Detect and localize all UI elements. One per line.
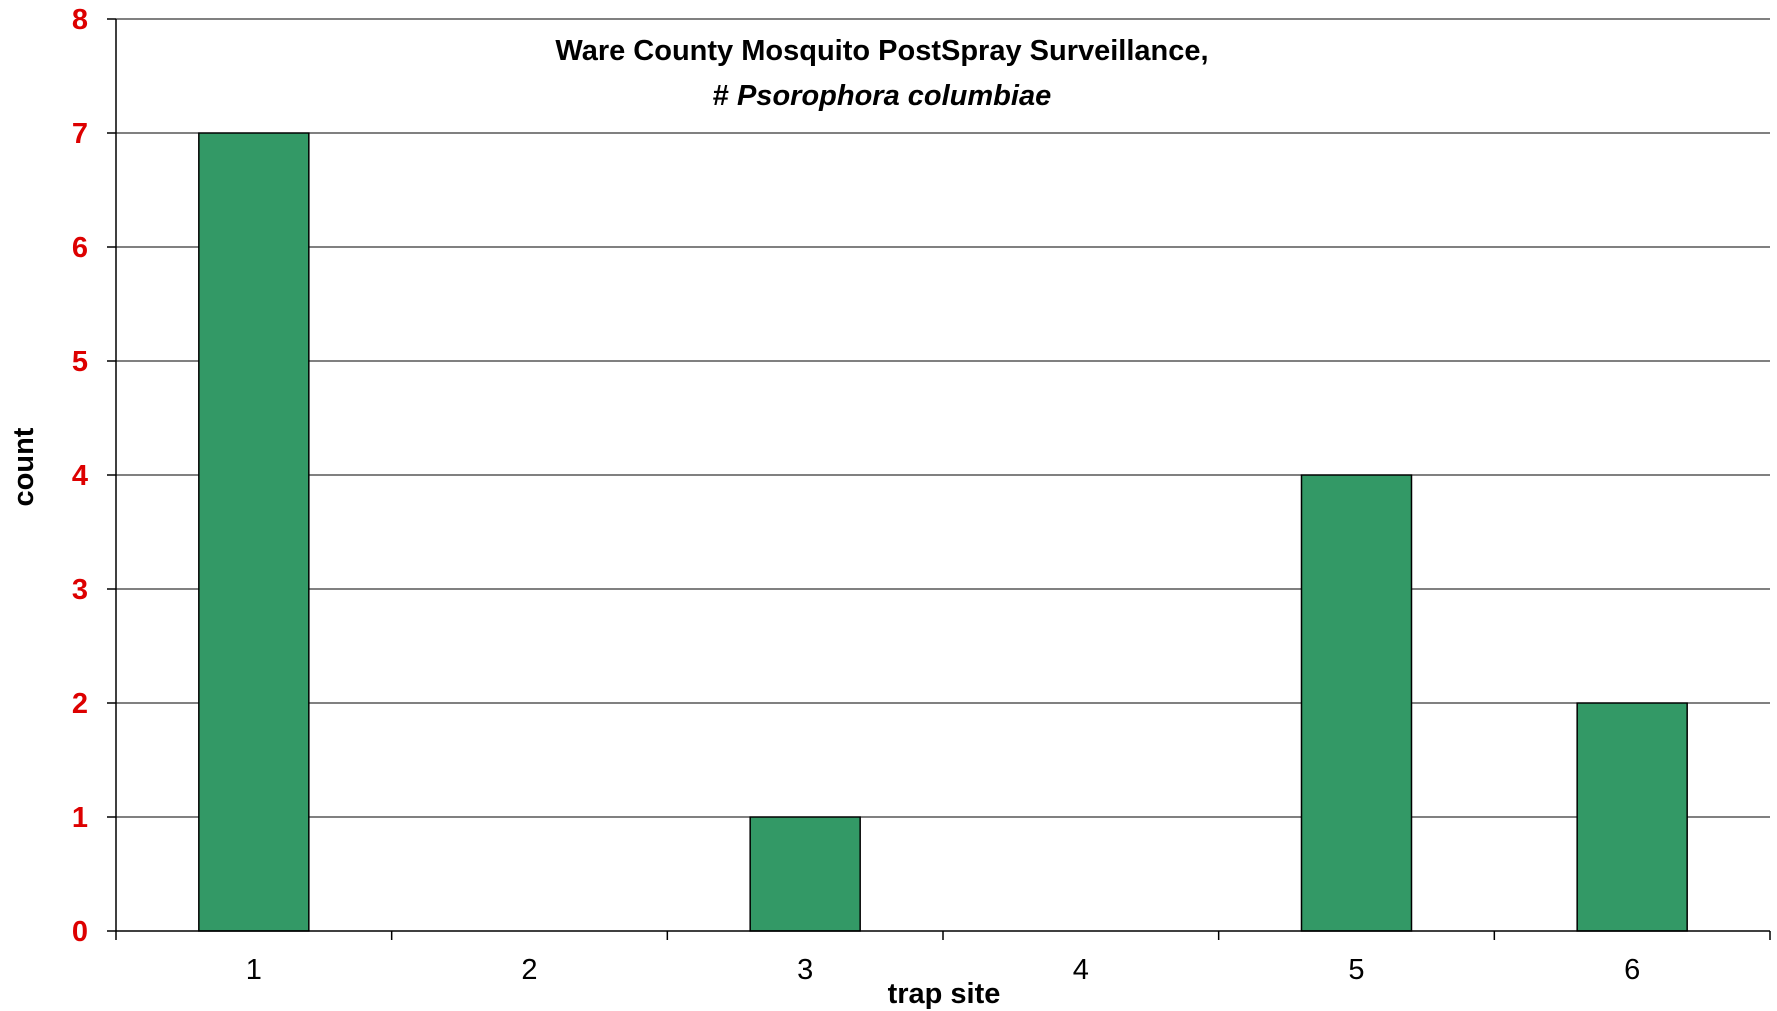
chart-title-line1: Ware County Mosquito PostSpray Surveilla… — [555, 35, 1208, 67]
chart-title-prefix: # — [713, 80, 737, 112]
y-axis-label: count — [8, 427, 40, 506]
bar-site-5 — [1300, 474, 1413, 932]
bar-site-3 — [749, 816, 861, 932]
chart-title-species: Psorophora columbiae — [737, 80, 1051, 112]
bars — [198, 132, 1688, 932]
x-tick-label: 4 — [1073, 954, 1089, 986]
x-tick-label: 6 — [1624, 954, 1640, 986]
x-axis-label: trap site — [888, 978, 1001, 1010]
bar-site-6 — [1576, 702, 1688, 932]
y-tick-label: 5 — [72, 346, 88, 378]
gridlines — [116, 18, 1770, 818]
x-tick-label: 5 — [1348, 954, 1364, 986]
y-tick-label: 2 — [72, 688, 88, 720]
y-tick-label: 3 — [72, 574, 88, 606]
y-tick-label: 1 — [72, 802, 88, 834]
chart-title-line2: # Psorophora columbiae — [713, 80, 1051, 112]
y-tick-label: 0 — [72, 916, 88, 948]
axes — [107, 18, 1771, 940]
y-tick-label: 6 — [72, 232, 88, 264]
tick-labels: 0 1 2 3 4 5 6 7 8 1 2 3 4 5 6 — [72, 4, 1640, 986]
x-tick-label: 2 — [521, 954, 537, 986]
y-tick-label: 8 — [72, 4, 88, 36]
y-tick-label: 7 — [72, 118, 88, 150]
x-tick-label: 1 — [246, 954, 262, 986]
bar-site-1 — [198, 132, 310, 932]
y-tick-label: 4 — [72, 460, 88, 492]
x-tick-label: 3 — [797, 954, 813, 986]
